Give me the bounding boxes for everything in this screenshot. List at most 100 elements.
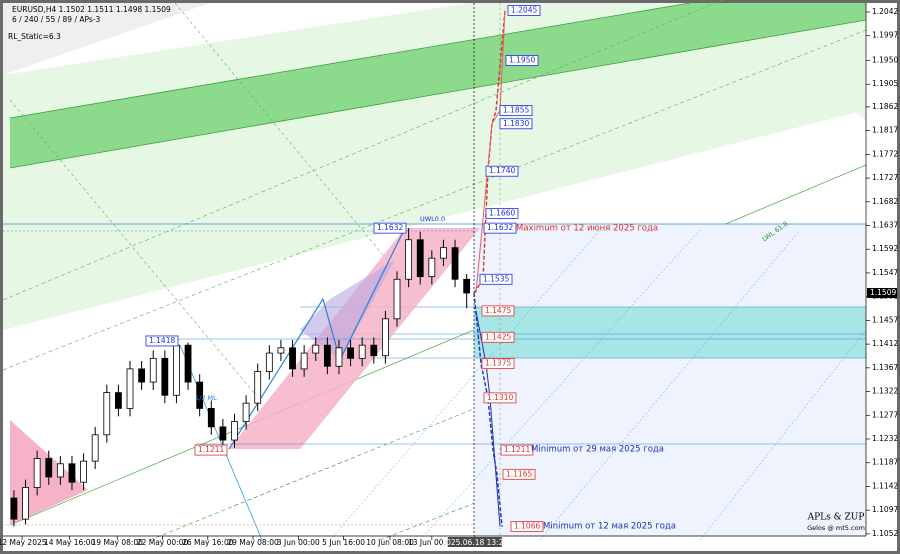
- y-tick-label: 1.1412: [872, 339, 898, 348]
- candle-body: [440, 247, 447, 259]
- y-tick-label: 1.1457: [872, 315, 898, 324]
- candle-body: [219, 426, 227, 441]
- annotation: Minimum от 12 мая 2025 года: [543, 522, 676, 532]
- level-label: 1.1165: [506, 469, 532, 478]
- candle-body: [115, 392, 122, 409]
- x-tick-label: 26 May 16:00: [182, 538, 234, 547]
- x-tick-label: 5 Jun 16:00: [322, 538, 365, 547]
- cyan-band: [474, 307, 866, 358]
- candle-body: [184, 344, 192, 383]
- candle-body: [370, 344, 378, 357]
- chart-title: EURUSD,H4 1.1502 1.1511 1.1498 1.1509: [12, 5, 171, 14]
- fan-line: [699, 329, 867, 541]
- candle-body: [382, 318, 389, 357]
- candle-body: [416, 239, 424, 278]
- indicator-label: RL_Static=6.3: [8, 32, 61, 41]
- level-box: [481, 305, 515, 317]
- last-price-label: 1.1509: [870, 288, 896, 297]
- x-tick-label: 2025.06.18 13:23: [441, 538, 508, 547]
- y-tick-label: 1.1547: [872, 268, 898, 277]
- x-tick-label: 29 May 08:00: [227, 538, 279, 547]
- level-label: 1.1310: [487, 393, 513, 402]
- y-tick-label: 1.1727: [872, 173, 898, 182]
- x-tick-label: 3 Jun 00:00: [277, 538, 320, 547]
- level-label: 1.1855: [503, 106, 529, 115]
- candle-body: [10, 497, 18, 520]
- level-box: [500, 444, 534, 456]
- y-tick-label: 1.1905: [872, 79, 898, 88]
- level-box: [479, 273, 513, 285]
- watermark: APLs & ZUP: [807, 513, 865, 523]
- watermark: Gelos @ mt5.com: [807, 524, 865, 532]
- level-box: [481, 358, 515, 370]
- level-box: [505, 55, 539, 66]
- candle-body: [138, 368, 146, 383]
- y-tick-label: 1.1862: [872, 102, 898, 111]
- candle-body: [173, 344, 180, 396]
- y-tick-label: 1.1367: [872, 363, 898, 372]
- candle-body: [56, 463, 64, 478]
- fan-line: [329, 229, 601, 541]
- y-tick-label: 1.1997: [872, 31, 898, 40]
- y-tick-label: 1.1592: [872, 244, 898, 253]
- x-tick-label: 13 Jun 00:00: [408, 538, 456, 547]
- level-label: 1.2045: [511, 5, 537, 14]
- fan-line: [419, 229, 701, 541]
- level-box: [481, 331, 515, 343]
- x-tick-label: 22 May 00:00: [137, 538, 189, 547]
- candle-body: [207, 408, 215, 428]
- candle-body: [91, 434, 99, 462]
- green-channel: [10, 3, 866, 168]
- candle-body: [196, 381, 204, 409]
- channel-line: [9, 19, 867, 169]
- level-box: [499, 105, 533, 116]
- level-label: 1.1066: [514, 522, 540, 531]
- candle-body: [265, 352, 273, 372]
- candle-body: [323, 344, 331, 367]
- y-tick-label: 1.1097: [872, 505, 898, 514]
- level-label: 1.1830: [503, 119, 529, 128]
- pivot-label: 1.1418: [149, 336, 175, 345]
- candle-body: [358, 344, 366, 359]
- candle-body: [80, 460, 87, 483]
- candle-body: [300, 352, 308, 370]
- chart-subtitle: 6 / 240 / 55 / 89 / APs-3: [12, 15, 100, 24]
- y-tick-label: 1.2042: [872, 7, 898, 16]
- candle-body: [347, 347, 354, 359]
- pink-channel: [229, 228, 480, 449]
- channel-line: [174, 2, 421, 301]
- level-label: 1.1632: [487, 223, 513, 232]
- candle-body: [161, 357, 169, 396]
- level-box: [483, 222, 517, 234]
- channel-line: [2, 29, 867, 371]
- candle-body: [33, 458, 41, 488]
- y-tick-label: 1.1817: [872, 126, 898, 135]
- candle-body: [231, 421, 238, 441]
- level-label: 1.1375: [485, 359, 511, 368]
- y-tick-label: 1.1950: [872, 56, 898, 65]
- x-tick-label: 10 Jun 08:00: [366, 538, 414, 547]
- projection-down: [473, 292, 503, 527]
- candle-body: [242, 402, 250, 423]
- y-tick-label: 1.1187: [872, 458, 898, 467]
- level-box: [483, 392, 517, 404]
- projection-down: [475, 310, 501, 527]
- annotation: Minimum от 29 мая 2025 года: [531, 445, 664, 455]
- grey-zone: [3, 3, 210, 75]
- level-label: 1.1211: [504, 445, 530, 454]
- candle-body: [277, 347, 285, 354]
- candle-body: [335, 347, 343, 367]
- y-tick-label: 1.1142: [872, 481, 898, 490]
- level-box: [499, 118, 533, 130]
- x-tick-label: 14 May 16:00: [44, 538, 96, 547]
- overlays: [2, 0, 867, 541]
- candle-body: [126, 368, 134, 409]
- median-line: [228, 298, 324, 450]
- level-label: 1.1425: [485, 332, 511, 341]
- y-tick-label: 1.1682: [872, 197, 898, 206]
- level-box: [502, 468, 536, 480]
- level-label: 1.1950: [509, 56, 535, 65]
- last-price-box: [867, 287, 897, 298]
- y-tick-label: 1.1772: [872, 149, 898, 158]
- pivot-box: [145, 335, 179, 347]
